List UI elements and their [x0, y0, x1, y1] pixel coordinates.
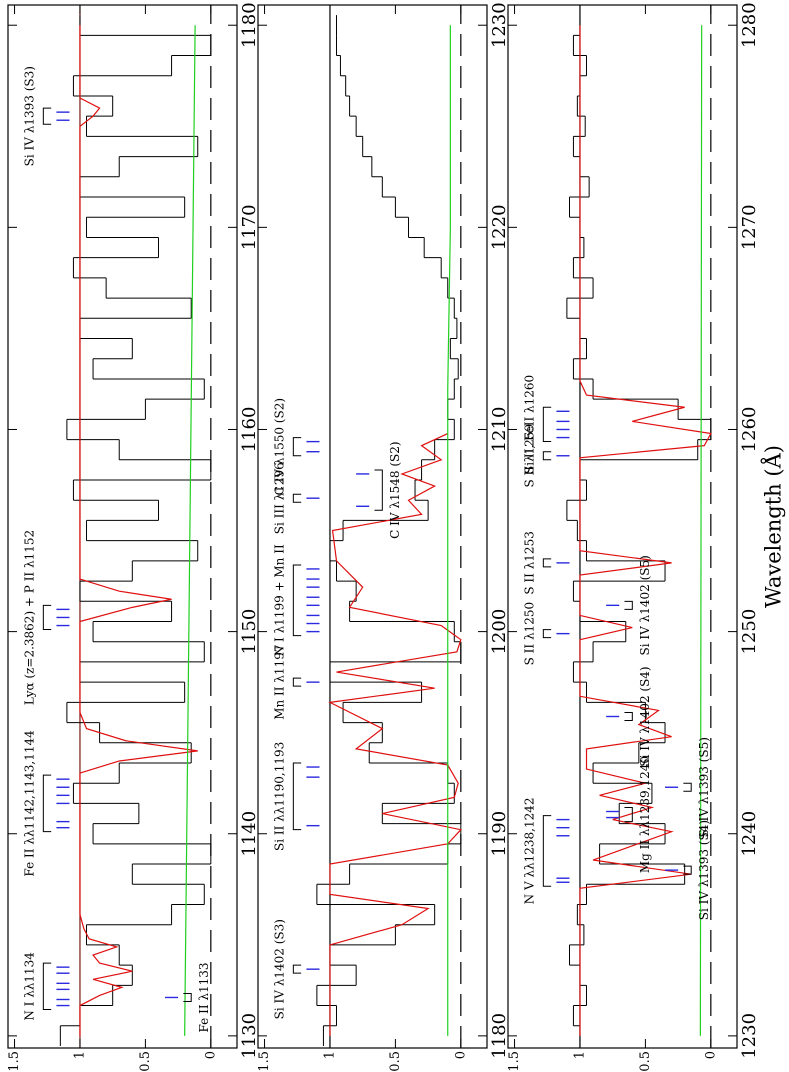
annotation-label: S II λ1253	[523, 531, 537, 594]
panel-frame	[507, 4, 738, 1049]
panel: 1180 1190 1200 1210 1220 1230 0 0.5 1 1.5 Si IV λ1…	[257, 2, 510, 1071]
annotation-bracket	[542, 406, 552, 443]
model-fit	[579, 25, 712, 1036]
x-tick-label: 1260	[739, 407, 760, 453]
annotation-label: N I λλ1134	[23, 952, 37, 1021]
y-tick-label: 1.5	[7, 1051, 22, 1072]
x-tick-label: 1180	[489, 1013, 510, 1059]
y-tick-label: 0	[203, 1051, 218, 1059]
annotation-bracket	[683, 865, 692, 875]
x-tick-label: 1250	[739, 609, 760, 655]
panel-frame	[7, 4, 238, 1049]
annotation-bracket	[542, 558, 552, 568]
annotation-label: Si IV λ1402 (S4)	[638, 666, 652, 766]
x-tick-label: 1170	[239, 204, 260, 250]
annotation-bracket	[292, 564, 302, 637]
x-tick-label: 1160	[239, 407, 260, 453]
y-tick-label: 0.5	[138, 1051, 153, 1072]
annotation-bracket	[42, 962, 52, 1011]
x-tick-label: 1240	[739, 811, 760, 857]
annotation-label: N V λλ1238,1242	[523, 797, 537, 904]
error-spectrum	[699, 25, 703, 1036]
y-tick-label: 0.5	[638, 1051, 653, 1072]
y-tick-label: 1.5	[507, 1051, 522, 1072]
y-tick-label: 0.5	[388, 1051, 403, 1072]
annotation-label: Si IV λ1393 (S5)	[697, 737, 711, 837]
x-tick-label: 1210	[489, 407, 510, 453]
annotation-label: Mg II λλ1239,1240	[638, 756, 652, 873]
annotation-bracket	[183, 992, 192, 1002]
annotation-label: Fe II λ1133	[197, 962, 211, 1032]
annotation-label: Si III λ1296	[273, 462, 287, 534]
annotation-bracket	[624, 712, 633, 722]
annotation-label: Si IV λ1393 (S3)	[23, 66, 37, 166]
annotation-bracket	[624, 807, 633, 823]
annotation-label: N I λ1199 + Mn II	[273, 544, 287, 656]
annotation-label: S II λ1259	[523, 424, 537, 487]
annotation-bracket	[292, 762, 302, 831]
annotation-bracket	[42, 107, 52, 125]
x-tick-label: 1200	[489, 609, 510, 655]
annotation-label: Fe II λλ1142,1143,1144	[23, 730, 37, 877]
panel-frame	[257, 4, 488, 1049]
annotation-label: S II λ1250	[523, 602, 537, 665]
annotation-bracket	[292, 493, 302, 503]
error-spectrum	[184, 25, 196, 1036]
annotation-bracket	[292, 677, 302, 687]
annotation-label: Mn II λ1197	[273, 645, 287, 720]
panel: 1230 1240 1250 1260 1270 1280 0 0.5 1 1.5 N V λλ12…	[507, 2, 785, 1071]
annotation-bracket	[292, 964, 302, 974]
annotation-label: C IV λ1548 (S2)	[388, 441, 402, 538]
annotation-bracket	[624, 600, 633, 610]
annotation-bracket	[292, 437, 302, 457]
annotation-bracket	[542, 815, 552, 887]
annotation-bracket	[683, 782, 692, 792]
annotation-label: Si II, FeII λ1260	[523, 375, 537, 474]
x-tick-label: 1230	[489, 2, 510, 48]
y-tick-label: 0	[453, 1051, 468, 1059]
step-riser	[60, 34, 211, 1027]
model-fit	[79, 25, 198, 1036]
y-tick-label: 1	[572, 1051, 587, 1059]
x-tick-label: 1230	[739, 1013, 760, 1059]
annotation-label: Si IV λ1402 (S5)	[638, 555, 652, 655]
annotation-bracket	[542, 451, 552, 461]
y-tick-label: 0	[703, 1051, 718, 1059]
x-tick-label: 1130	[239, 1013, 260, 1059]
x-tick-label: 1150	[239, 609, 260, 655]
model-fit	[327, 432, 462, 1036]
x-tick-label: 1270	[739, 204, 760, 250]
annotation-label: Si IV λ1393 (S4)	[697, 820, 711, 920]
annotation-bracket	[42, 774, 52, 833]
annotation-bracket	[374, 469, 383, 511]
y-tick-label: 1	[72, 1051, 87, 1059]
x-tick-label: 1190	[489, 811, 510, 857]
step-riser	[566, 34, 711, 1027]
x-tick-label: 1220	[489, 204, 510, 250]
panel: 1130 1140 1150 1160 1170 1180 0 0.5 1 1.5 N I λλ11…	[7, 2, 260, 1071]
annotation-label: Si II λλ1190,1193	[273, 742, 287, 851]
annotation-label: Si IV λ1402 (S3)	[273, 919, 287, 1019]
rotated-plot: 1130 1140 1150 1160 1170 1180 0 0.5 1 1.5 N I λλ11…	[7, 2, 785, 1071]
annotation-bracket	[542, 629, 552, 639]
error-spectrum	[447, 25, 451, 1036]
annotation-label: C IV λ1550 (S2)	[273, 398, 287, 495]
annotation-bracket	[42, 604, 52, 631]
y-tick-label: 1.5	[257, 1051, 272, 1072]
x-tick-label: 1180	[239, 2, 260, 48]
y-tick-label: 1	[322, 1051, 337, 1059]
annotation-label: Lyα (z=2.3862) + P II λ1152	[23, 530, 37, 705]
x-tick-label: 1280	[739, 2, 760, 48]
x-axis-label: Wavelength (Å)	[761, 445, 786, 608]
x-tick-label: 1140	[239, 811, 260, 857]
